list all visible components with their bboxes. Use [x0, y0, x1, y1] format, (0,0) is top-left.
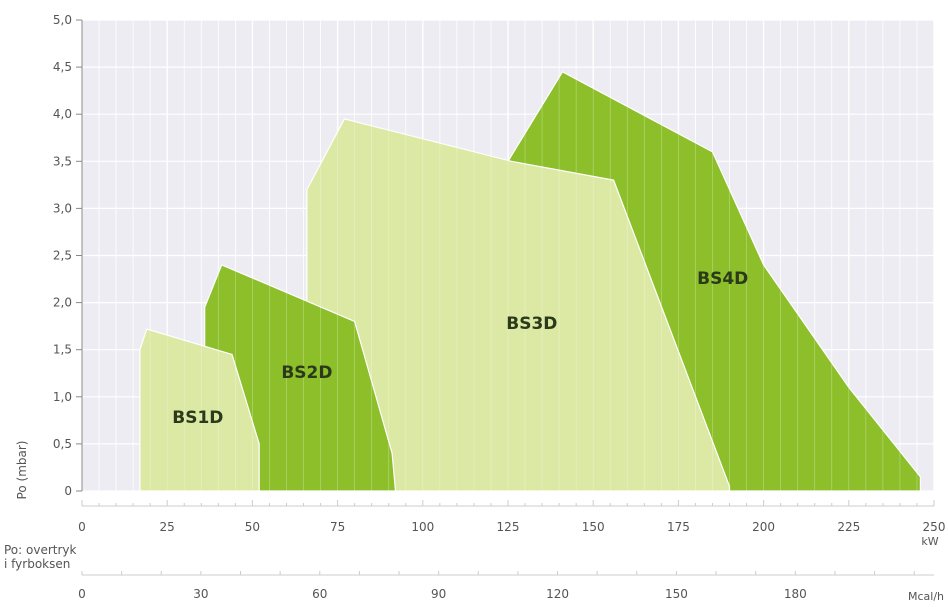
- x-tick-label: 250: [923, 520, 946, 534]
- x-tick-label: 125: [497, 520, 520, 534]
- region-labels: BS4D BS3D BS2D BS1D: [172, 269, 748, 428]
- caption-line-2: i fyrboksen: [4, 557, 70, 571]
- x-tick-label: 225: [837, 520, 860, 534]
- x-tick-label: 25: [160, 520, 175, 534]
- region-label-bs2d: BS2D: [281, 363, 332, 383]
- region-bs1d: [139, 328, 260, 492]
- x-tick-label: 50: [245, 520, 260, 534]
- region-label-bs4d: BS4D: [697, 269, 748, 289]
- secondary-tick-label: 180: [784, 587, 807, 601]
- regions: [98, 20, 922, 492]
- secondary-tick-label: 30: [193, 587, 208, 601]
- secondary-tick-label: 90: [431, 587, 446, 601]
- region-label-bs1d: BS1D: [172, 408, 223, 428]
- y-tick-label: 1,0: [53, 390, 72, 404]
- secondary-tick-label: 60: [312, 587, 327, 601]
- x-axis-mcal: 0 30 60 90 120 150 180 Mcal/h: [78, 571, 944, 603]
- secondary-tick-label: 150: [665, 587, 688, 601]
- x-tick-label: 150: [582, 520, 605, 534]
- y-tick-label: 3,0: [53, 201, 72, 215]
- y-tick-label: 2,5: [53, 249, 72, 263]
- y-tick-label: 2,0: [53, 296, 72, 310]
- x-tick-label: 200: [752, 520, 775, 534]
- region-texture: [98, 20, 918, 491]
- y-axis: 0 0,5 1,0 1,5 2,0 2,5 3,0 3,5 4,0 4,5 5,0: [53, 13, 83, 498]
- y-tick-label: 0: [64, 484, 72, 498]
- region-label-bs3d: BS3D: [506, 314, 557, 334]
- y-tick-label: 5,0: [53, 13, 72, 27]
- secondary-tick-label: 120: [546, 587, 569, 601]
- y-tick-label: 4,0: [53, 107, 72, 121]
- y-tick-label: 3,5: [53, 154, 72, 168]
- y-axis-title: Po (mbar): [15, 441, 29, 500]
- caption-line-1: Po: overtryk: [4, 543, 77, 557]
- x-tick-label: 75: [330, 520, 345, 534]
- y-tick-label: 0,5: [53, 437, 72, 451]
- x-axis-unit-kw: kW: [921, 535, 938, 548]
- secondary-tick-label: 0: [78, 587, 86, 601]
- x-tick-label: 100: [411, 520, 434, 534]
- x-tick-label: 175: [667, 520, 690, 534]
- x-tick-label: 0: [78, 520, 86, 534]
- y-tick-label: 1,5: [53, 343, 72, 357]
- x-axis-unit-mcal: Mcal/h: [908, 590, 944, 603]
- y-tick-label: 4,5: [53, 60, 72, 74]
